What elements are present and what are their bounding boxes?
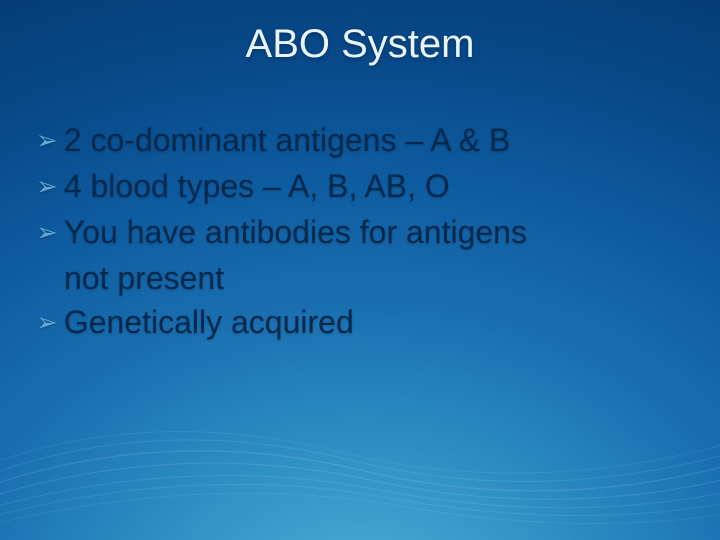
chevron-right-icon: ➢ xyxy=(36,164,58,208)
chevron-right-icon: ➢ xyxy=(36,300,58,344)
slide-container: ABO System ➢ 2 co-dominant antigens – A … xyxy=(0,0,720,540)
bullet-item: ➢ You have antibodies for antigens xyxy=(36,210,684,254)
bullet-text-continuation: not present xyxy=(36,256,684,300)
slide-title: ABO System xyxy=(0,22,720,67)
bullet-item: ➢ 2 co-dominant antigens – A & B xyxy=(36,118,684,162)
wave-decoration xyxy=(0,360,720,540)
bullet-text: 2 co-dominant antigens – A & B xyxy=(64,118,511,162)
bullet-text: Genetically acquired xyxy=(64,300,354,344)
bullet-text: 4 blood types – A, B, AB, O xyxy=(64,164,450,208)
slide-body: ➢ 2 co-dominant antigens – A & B ➢ 4 blo… xyxy=(36,118,684,346)
chevron-right-icon: ➢ xyxy=(36,118,58,162)
bullet-text: You have antibodies for antigens xyxy=(64,210,527,254)
bullet-item: ➢ Genetically acquired xyxy=(36,300,684,344)
chevron-right-icon: ➢ xyxy=(36,210,58,254)
bullet-item: ➢ 4 blood types – A, B, AB, O xyxy=(36,164,684,208)
